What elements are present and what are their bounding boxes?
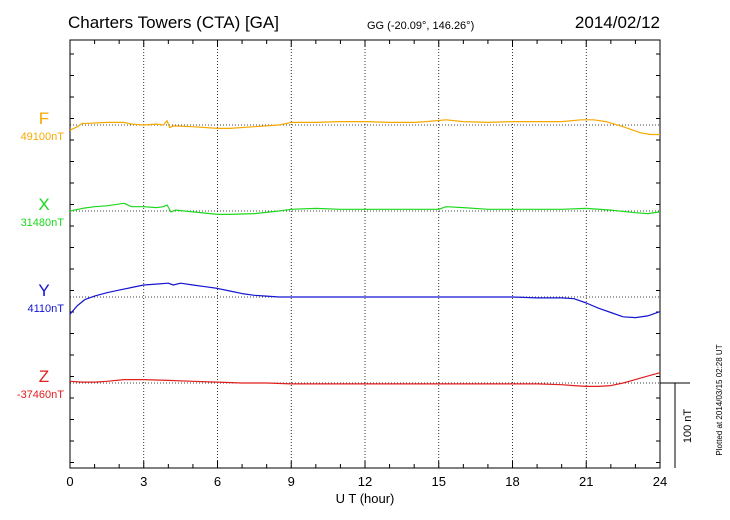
series-line-y [69,282,661,319]
x-tick-label: 18 [505,474,519,489]
plotted-note: Plotted at 2014/03/15 02:28 UT [715,344,724,455]
x-tick-label: 0 [66,474,73,489]
series-baseline-x: 31480nT [21,217,65,229]
series-name-x: X [38,195,49,214]
scale-bar-label: 100 nT [682,409,694,444]
series-group [69,119,661,387]
series-line-x [69,202,661,215]
grid [70,40,660,468]
series-baseline-f: 49100nT [21,131,65,143]
x-tick-label: 6 [214,474,221,489]
series-name-y: Y [38,281,49,300]
chart-date: 2014/02/12 [575,13,660,32]
series-name-f: F [39,109,49,128]
x-tick-label: 24 [653,474,667,489]
station-title: Charters Towers (CTA) [GA] [68,13,279,32]
x-axis-label: U T (hour) [336,491,395,506]
series-labels: F 49100nT X 31480nT Y 4110nT Z -37460nT [17,109,64,401]
x-tick-labels: 0 3 6 9 12 15 18 21 24 [66,474,667,489]
x-tick-label: 15 [432,474,446,489]
station-coords: GG (-20.09°, 146.26°) [367,20,474,32]
series-line-z [69,372,661,387]
series-line-f [69,119,660,136]
x-tick-label: 9 [288,474,295,489]
axis-ticks [69,40,661,468]
x-tick-label: 3 [140,474,147,489]
x-tick-label: 21 [579,474,593,489]
x-tick-label: 12 [358,474,372,489]
series-baseline-z: -37460nT [17,389,64,401]
series-baseline-y: 4110nT [28,303,65,315]
scale-bar: 100 nT [660,382,694,468]
series-name-z: Z [39,367,49,386]
